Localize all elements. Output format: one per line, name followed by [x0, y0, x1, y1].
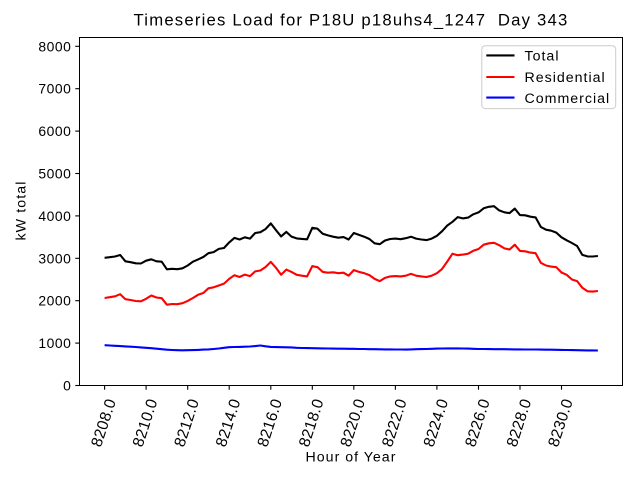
svg-text:Commercial: Commercial	[525, 91, 611, 107]
svg-text:7000: 7000	[38, 81, 71, 97]
svg-text:Hour of Year: Hour of Year	[306, 450, 397, 466]
svg-text:Timeseries Load for P18U p18uh: Timeseries Load for P18U p18uhs4_1247 Da…	[134, 11, 569, 30]
svg-text:8000: 8000	[38, 38, 71, 54]
svg-text:Residential: Residential	[525, 70, 606, 86]
svg-text:Total: Total	[525, 49, 560, 65]
svg-text:3000: 3000	[38, 250, 71, 266]
svg-text:6000: 6000	[38, 123, 71, 139]
svg-text:kW total: kW total	[14, 180, 30, 240]
svg-text:1000: 1000	[38, 335, 71, 351]
svg-text:5000: 5000	[38, 166, 71, 182]
svg-text:0: 0	[63, 378, 71, 394]
svg-text:2000: 2000	[38, 293, 71, 309]
svg-text:4000: 4000	[38, 208, 71, 224]
